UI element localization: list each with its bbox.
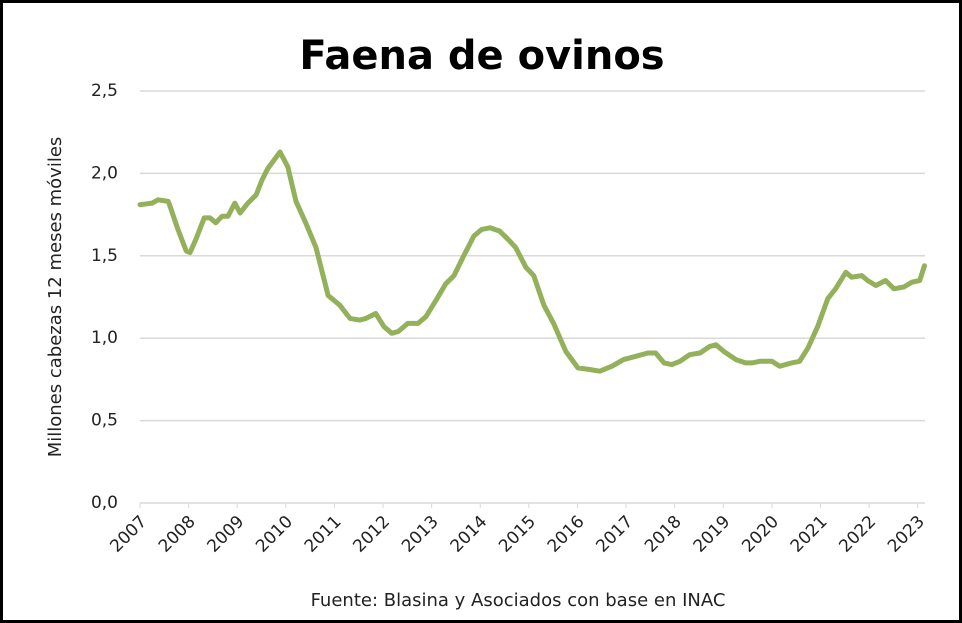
y-tick-label: 0,0 (91, 493, 118, 513)
chart-title: Faena de ovinos (299, 33, 664, 79)
y-tick-label: 0,5 (91, 411, 118, 431)
y-axis-title: Millones cabezas 12 meses móviles (45, 137, 66, 458)
y-tick-label: 2,0 (91, 163, 118, 183)
y-tick-label: 1,0 (91, 328, 118, 348)
y-tick-label: 2,5 (91, 81, 118, 101)
source-note: Fuente: Blasina y Asociados con base en … (311, 590, 726, 611)
data-line (137, 149, 927, 374)
y-tick-label: 1,5 (91, 246, 118, 266)
